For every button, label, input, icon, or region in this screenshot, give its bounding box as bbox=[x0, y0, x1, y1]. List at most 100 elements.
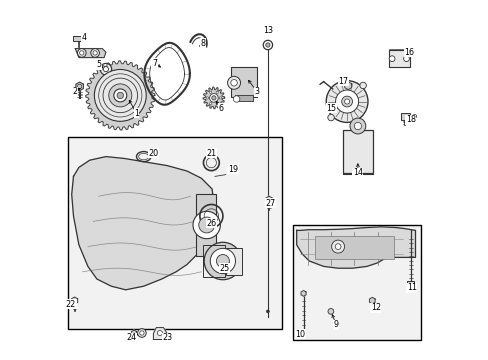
Text: 14: 14 bbox=[352, 168, 362, 177]
Bar bbox=[203, 245, 225, 277]
Circle shape bbox=[412, 114, 416, 118]
Circle shape bbox=[335, 244, 340, 249]
Circle shape bbox=[227, 76, 240, 89]
Circle shape bbox=[354, 122, 361, 130]
Circle shape bbox=[206, 97, 208, 99]
Circle shape bbox=[77, 49, 86, 57]
Text: 4: 4 bbox=[81, 33, 87, 42]
Bar bbox=[292, 225, 420, 340]
Circle shape bbox=[209, 91, 211, 93]
Polygon shape bbox=[265, 196, 271, 203]
Circle shape bbox=[349, 118, 365, 134]
Text: 24: 24 bbox=[126, 333, 136, 342]
Circle shape bbox=[341, 96, 352, 107]
Circle shape bbox=[91, 49, 99, 57]
Text: 17: 17 bbox=[338, 77, 348, 85]
Circle shape bbox=[219, 97, 221, 99]
Polygon shape bbox=[203, 87, 224, 109]
Circle shape bbox=[344, 99, 349, 104]
Text: 7: 7 bbox=[152, 58, 157, 68]
Bar bbox=[314, 236, 393, 259]
Text: 21: 21 bbox=[206, 149, 216, 158]
Bar bbox=[196, 194, 215, 256]
Polygon shape bbox=[296, 227, 415, 268]
Polygon shape bbox=[85, 61, 155, 130]
Circle shape bbox=[335, 90, 358, 113]
Circle shape bbox=[103, 67, 108, 72]
Text: 20: 20 bbox=[148, 149, 159, 158]
Circle shape bbox=[216, 255, 229, 267]
Text: 13: 13 bbox=[263, 26, 272, 35]
Text: 18: 18 bbox=[405, 115, 415, 124]
Circle shape bbox=[266, 310, 269, 313]
Bar bbox=[226, 248, 241, 275]
Text: 26: 26 bbox=[206, 219, 216, 228]
Text: 2: 2 bbox=[72, 87, 77, 96]
Circle shape bbox=[331, 240, 344, 253]
Circle shape bbox=[403, 56, 408, 62]
Bar bbox=[68, 137, 282, 329]
Bar bbox=[387, 50, 409, 67]
Text: 6: 6 bbox=[218, 104, 223, 112]
Circle shape bbox=[211, 96, 216, 100]
Circle shape bbox=[80, 51, 84, 55]
Bar bbox=[407, 281, 413, 287]
Circle shape bbox=[204, 242, 241, 280]
Circle shape bbox=[117, 92, 123, 99]
Polygon shape bbox=[369, 297, 374, 304]
Text: 10: 10 bbox=[295, 330, 305, 338]
Circle shape bbox=[327, 309, 333, 314]
Text: 3: 3 bbox=[254, 87, 259, 96]
Circle shape bbox=[193, 211, 220, 239]
Circle shape bbox=[359, 82, 366, 89]
Circle shape bbox=[94, 69, 146, 121]
Text: 12: 12 bbox=[370, 303, 380, 312]
Text: 1: 1 bbox=[134, 109, 139, 118]
Circle shape bbox=[209, 103, 211, 105]
Polygon shape bbox=[153, 328, 167, 339]
Text: 8: 8 bbox=[200, 39, 205, 48]
Circle shape bbox=[210, 248, 235, 274]
Text: 19: 19 bbox=[227, 165, 238, 174]
Polygon shape bbox=[72, 157, 213, 290]
Circle shape bbox=[103, 78, 137, 113]
Circle shape bbox=[114, 89, 126, 102]
Circle shape bbox=[327, 114, 334, 121]
Polygon shape bbox=[71, 297, 78, 304]
Circle shape bbox=[93, 51, 97, 55]
Circle shape bbox=[216, 91, 218, 93]
Circle shape bbox=[233, 96, 239, 102]
Circle shape bbox=[209, 94, 218, 102]
Bar bbox=[231, 67, 257, 97]
Text: 11: 11 bbox=[406, 284, 416, 292]
Polygon shape bbox=[131, 330, 136, 336]
Circle shape bbox=[108, 84, 132, 107]
Circle shape bbox=[388, 56, 394, 62]
Circle shape bbox=[100, 63, 111, 75]
Circle shape bbox=[157, 330, 162, 336]
Bar bbox=[342, 130, 372, 173]
Circle shape bbox=[199, 217, 214, 233]
Circle shape bbox=[230, 80, 237, 86]
Polygon shape bbox=[344, 82, 351, 90]
Text: 15: 15 bbox=[326, 104, 336, 112]
Circle shape bbox=[216, 103, 218, 105]
Text: 5: 5 bbox=[96, 60, 101, 69]
Text: 22: 22 bbox=[66, 300, 76, 309]
Polygon shape bbox=[301, 291, 305, 296]
Bar bbox=[400, 113, 409, 120]
Text: 9: 9 bbox=[333, 320, 338, 329]
Polygon shape bbox=[75, 49, 106, 58]
Bar bbox=[73, 36, 84, 41]
Circle shape bbox=[140, 331, 144, 335]
Text: 25: 25 bbox=[219, 264, 229, 273]
Circle shape bbox=[265, 43, 269, 47]
Text: 16: 16 bbox=[403, 48, 413, 57]
Text: 27: 27 bbox=[265, 199, 275, 208]
Text: 23: 23 bbox=[162, 333, 172, 342]
Polygon shape bbox=[76, 82, 83, 91]
Bar bbox=[234, 95, 252, 101]
Circle shape bbox=[137, 329, 146, 337]
Circle shape bbox=[325, 81, 367, 122]
Circle shape bbox=[263, 40, 272, 50]
